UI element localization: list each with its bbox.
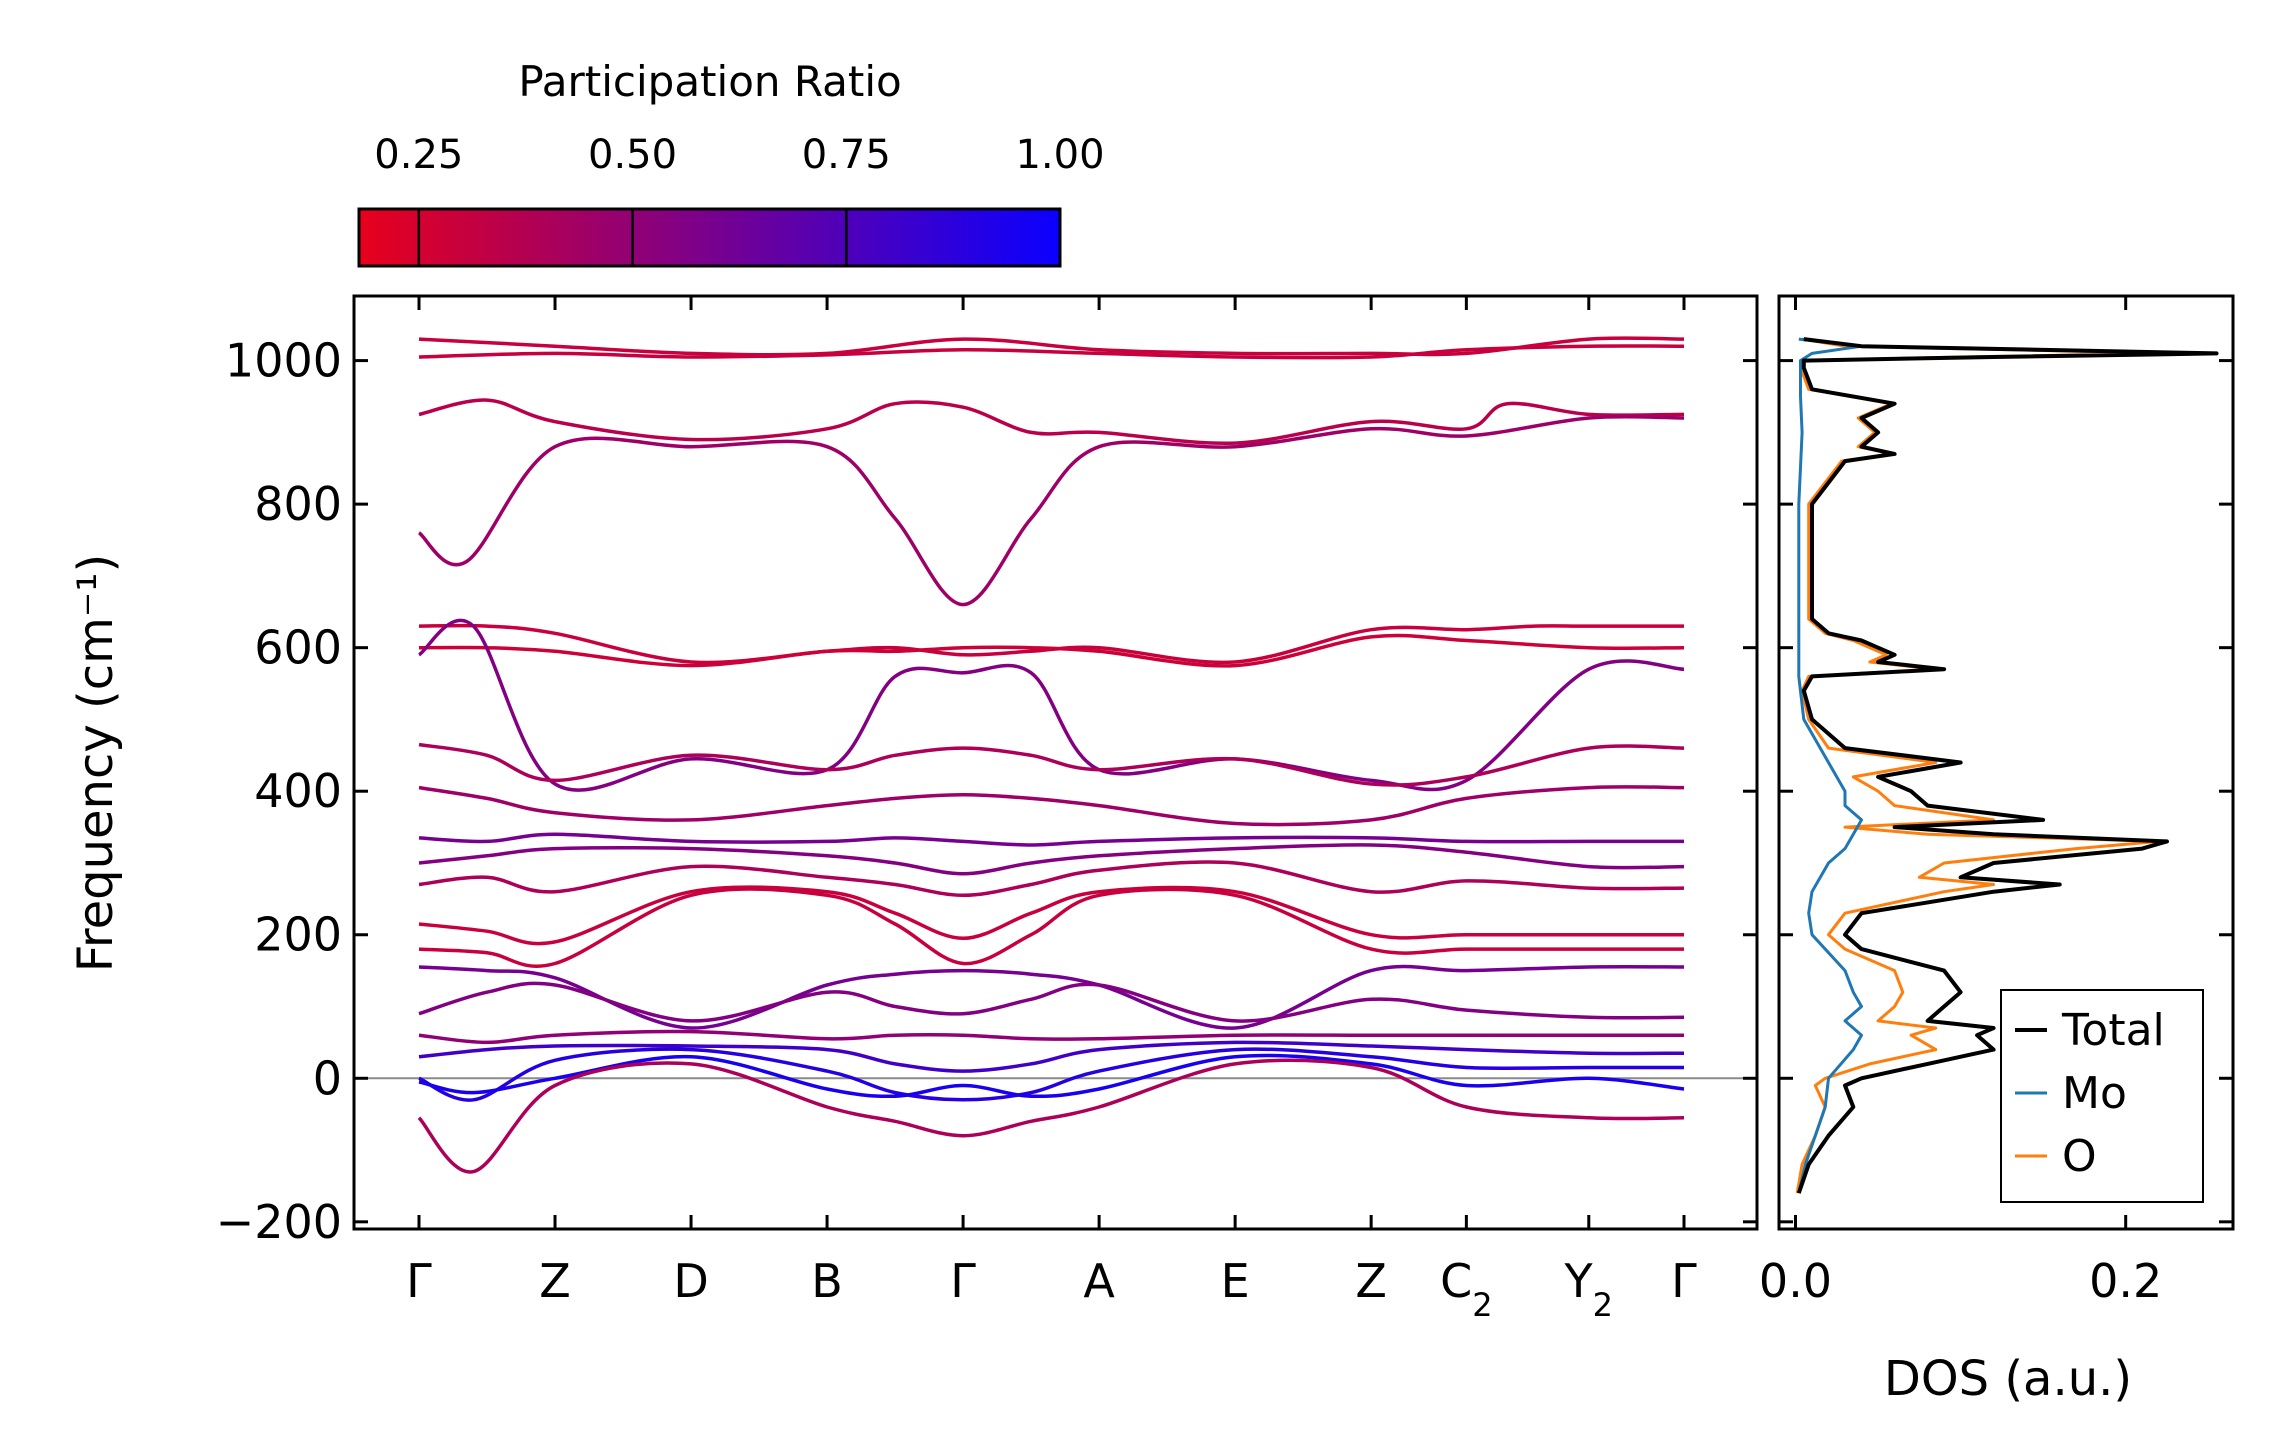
- band-line-19: [418, 1047, 1684, 1102]
- band-line-7: [417, 618, 1685, 792]
- dos-x-tick-label: 0.2: [2089, 1254, 2162, 1308]
- band-y-tick-label: 400: [254, 764, 342, 818]
- k-point-label: D: [673, 1254, 708, 1308]
- band-line-20: [418, 1053, 1685, 1099]
- dos-x-ticks: 0.0 0.2: [1759, 296, 2162, 1308]
- dos-x-axis-label: DOS (a.u.): [1884, 1351, 2132, 1407]
- band-y-ticks: −200 0 200 400 600 800 1000: [216, 334, 1757, 1249]
- band-line-5: [418, 623, 1684, 665]
- colorbar-tick-label: 0.25: [374, 132, 463, 178]
- k-point-label: A: [1083, 1254, 1115, 1308]
- colorbar-ticks: 0.25 0.50 0.75 1.00: [374, 132, 1105, 266]
- dos-panel: 0.0 0.2 DOS (a.u.) Total Mo O: [1759, 294, 2235, 1407]
- band-line-14: [418, 887, 1684, 968]
- k-point-label: C2: [1440, 1254, 1492, 1324]
- band-y-tick-label: 800: [254, 477, 342, 531]
- band-y-tick-label: 200: [254, 908, 342, 962]
- colorbar: Participation Ratio 0.25 0.50 0.75 1.00: [357, 57, 1105, 268]
- band-line-17: [418, 1029, 1684, 1045]
- dos-axes-frame: [1777, 294, 2235, 1231]
- k-point-subscript: 2: [1593, 1286, 1613, 1324]
- dos-line-total: [1796, 337, 2219, 1194]
- dos-legend: Total Mo O: [2000, 989, 2204, 1203]
- k-point-label: Γ: [406, 1254, 432, 1308]
- band-y-axis-label: Frequency (cm⁻¹): [68, 554, 124, 972]
- band-line-13: [418, 885, 1684, 946]
- legend-label-mo: Mo: [2062, 1068, 2127, 1119]
- band-line-10: [418, 832, 1684, 847]
- band-line-4: [417, 414, 1685, 607]
- colorbar-label: Participation Ratio: [518, 57, 901, 106]
- dos-x-tick-label: 0.0: [1759, 1254, 1832, 1308]
- band-line-12: [418, 860, 1685, 898]
- k-point-label: Γ: [1671, 1254, 1697, 1308]
- band-line-15: [418, 964, 1685, 1030]
- k-point-label: Z: [1355, 1254, 1387, 1308]
- band-line-16: [418, 981, 1685, 1023]
- k-point-label: Z: [539, 1254, 571, 1308]
- band-line-11: [418, 843, 1685, 876]
- band-line-6: [418, 633, 1685, 668]
- dos-lines: [1795, 337, 2219, 1194]
- band-y-tick-label: 600: [254, 621, 342, 675]
- k-point-label: E: [1221, 1254, 1250, 1308]
- band-lines: [417, 336, 1685, 1174]
- k-point-label: Y2: [1564, 1254, 1613, 1324]
- band-line-8: [418, 742, 1685, 787]
- band-line-1: [418, 336, 1685, 357]
- dos-line-o: [1795, 337, 2177, 1194]
- k-point-label: B: [811, 1254, 843, 1308]
- colorbar-gradient: [357, 207, 1062, 268]
- legend-items: Total Mo O: [2015, 1005, 2165, 1182]
- band-structure-panel: −200 0 200 400 600 800 1000 Γ Z D B Γ A E Z C2 Y2 Γ Freq…: [68, 294, 1759, 1324]
- band-line-18: [418, 1040, 1685, 1073]
- legend-frame: [2000, 989, 2204, 1203]
- band-line-2: [418, 344, 1685, 360]
- legend-label-o: O: [2062, 1131, 2097, 1182]
- band-line-3: [418, 398, 1685, 446]
- band-axes-frame: [352, 294, 1759, 1231]
- dos-line-mo: [1797, 337, 1863, 1194]
- dos-y-ticks: [1779, 359, 2233, 1224]
- colorbar-tick-label: 0.75: [802, 132, 891, 178]
- colorbar-tick-label: 0.50: [588, 132, 677, 178]
- k-point-subscript: 2: [1472, 1286, 1492, 1324]
- band-y-tick-label: 0: [313, 1051, 342, 1105]
- band-y-tick-label: −200: [216, 1195, 342, 1249]
- band-line-9: [418, 785, 1685, 827]
- band-k-ticks: Γ Z D B Γ A E Z C2 Y2 Γ: [406, 296, 1697, 1324]
- k-point-label: Γ: [950, 1254, 976, 1308]
- legend-label-total: Total: [2061, 1005, 2165, 1056]
- colorbar-tick-label: 1.00: [1015, 132, 1104, 178]
- band-line-21: [417, 1058, 1685, 1174]
- band-y-tick-label: 1000: [225, 334, 342, 388]
